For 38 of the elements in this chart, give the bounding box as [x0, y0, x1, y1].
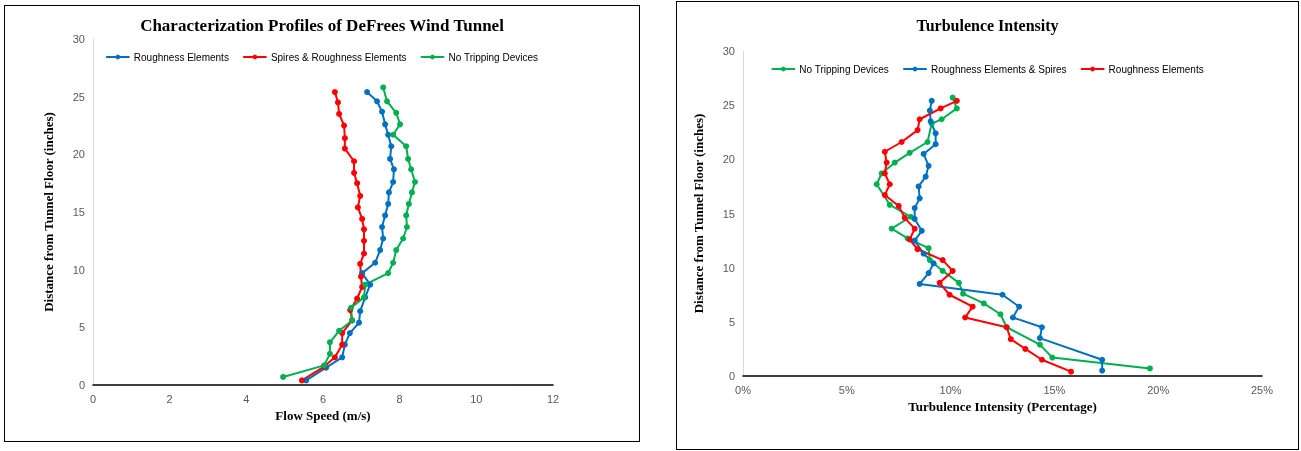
x-tick-label: 2	[166, 392, 173, 405]
x-axis-title: Turbulence Intensity (Percentage)	[908, 398, 1097, 414]
y-tick-label: 20	[722, 153, 735, 166]
x-tick-label: 15%	[1043, 383, 1066, 396]
y-tick-label: 30	[72, 33, 85, 45]
y-axis-title: Distance from Tunnel Floor (inches)	[41, 112, 56, 312]
chart-title: Turbulence Intensity	[916, 16, 1059, 35]
y-tick-label: 25	[72, 90, 85, 103]
x-tick-label: 20%	[1147, 383, 1170, 396]
x-tick-label: 8	[396, 392, 403, 405]
legend-label: Roughness Elements & Spires	[930, 63, 1067, 75]
y-tick-label: 5	[78, 321, 85, 334]
chart-title: Characterization Profiles of DeFrees Wind Tunnel	[140, 16, 505, 35]
x-tick-label: 0	[89, 392, 97, 405]
y-tick-label: 15	[72, 206, 85, 218]
x-tick-label: 5%	[838, 383, 855, 396]
x-tick-label: 12	[546, 392, 560, 405]
legend-label: No Tripping Devices	[448, 51, 538, 63]
y-tick-label: 15	[722, 207, 735, 220]
x-tick-label: 25%	[1250, 383, 1274, 396]
x-tick-label: 0%	[735, 383, 752, 396]
y-tick-label: 5	[728, 315, 735, 328]
legend-label: Roughness Elements	[133, 51, 229, 63]
y-tick-label: 0	[728, 370, 735, 382]
x-tick-label: 6	[319, 392, 327, 405]
legend-label: Spires & Roughness Elements	[270, 51, 407, 63]
x-axis-title: Flow Speed (m/s)	[275, 407, 371, 423]
x-tick-label: 10	[470, 392, 483, 405]
y-tick-label: 10	[72, 263, 85, 276]
legend-label: Roughness Elements	[1108, 63, 1204, 75]
x-tick-label: 10%	[939, 383, 962, 396]
y-tick-label: 25	[722, 99, 735, 112]
x-tick-label: 4	[243, 392, 250, 405]
y-axis-title: Distance from Tunnel Floor (inches)	[691, 113, 706, 314]
legend-label: No Tripping Devices	[799, 63, 889, 75]
y-tick-label: 20	[72, 148, 85, 161]
y-tick-label: 30	[722, 45, 735, 57]
y-tick-label: 10	[722, 261, 735, 274]
